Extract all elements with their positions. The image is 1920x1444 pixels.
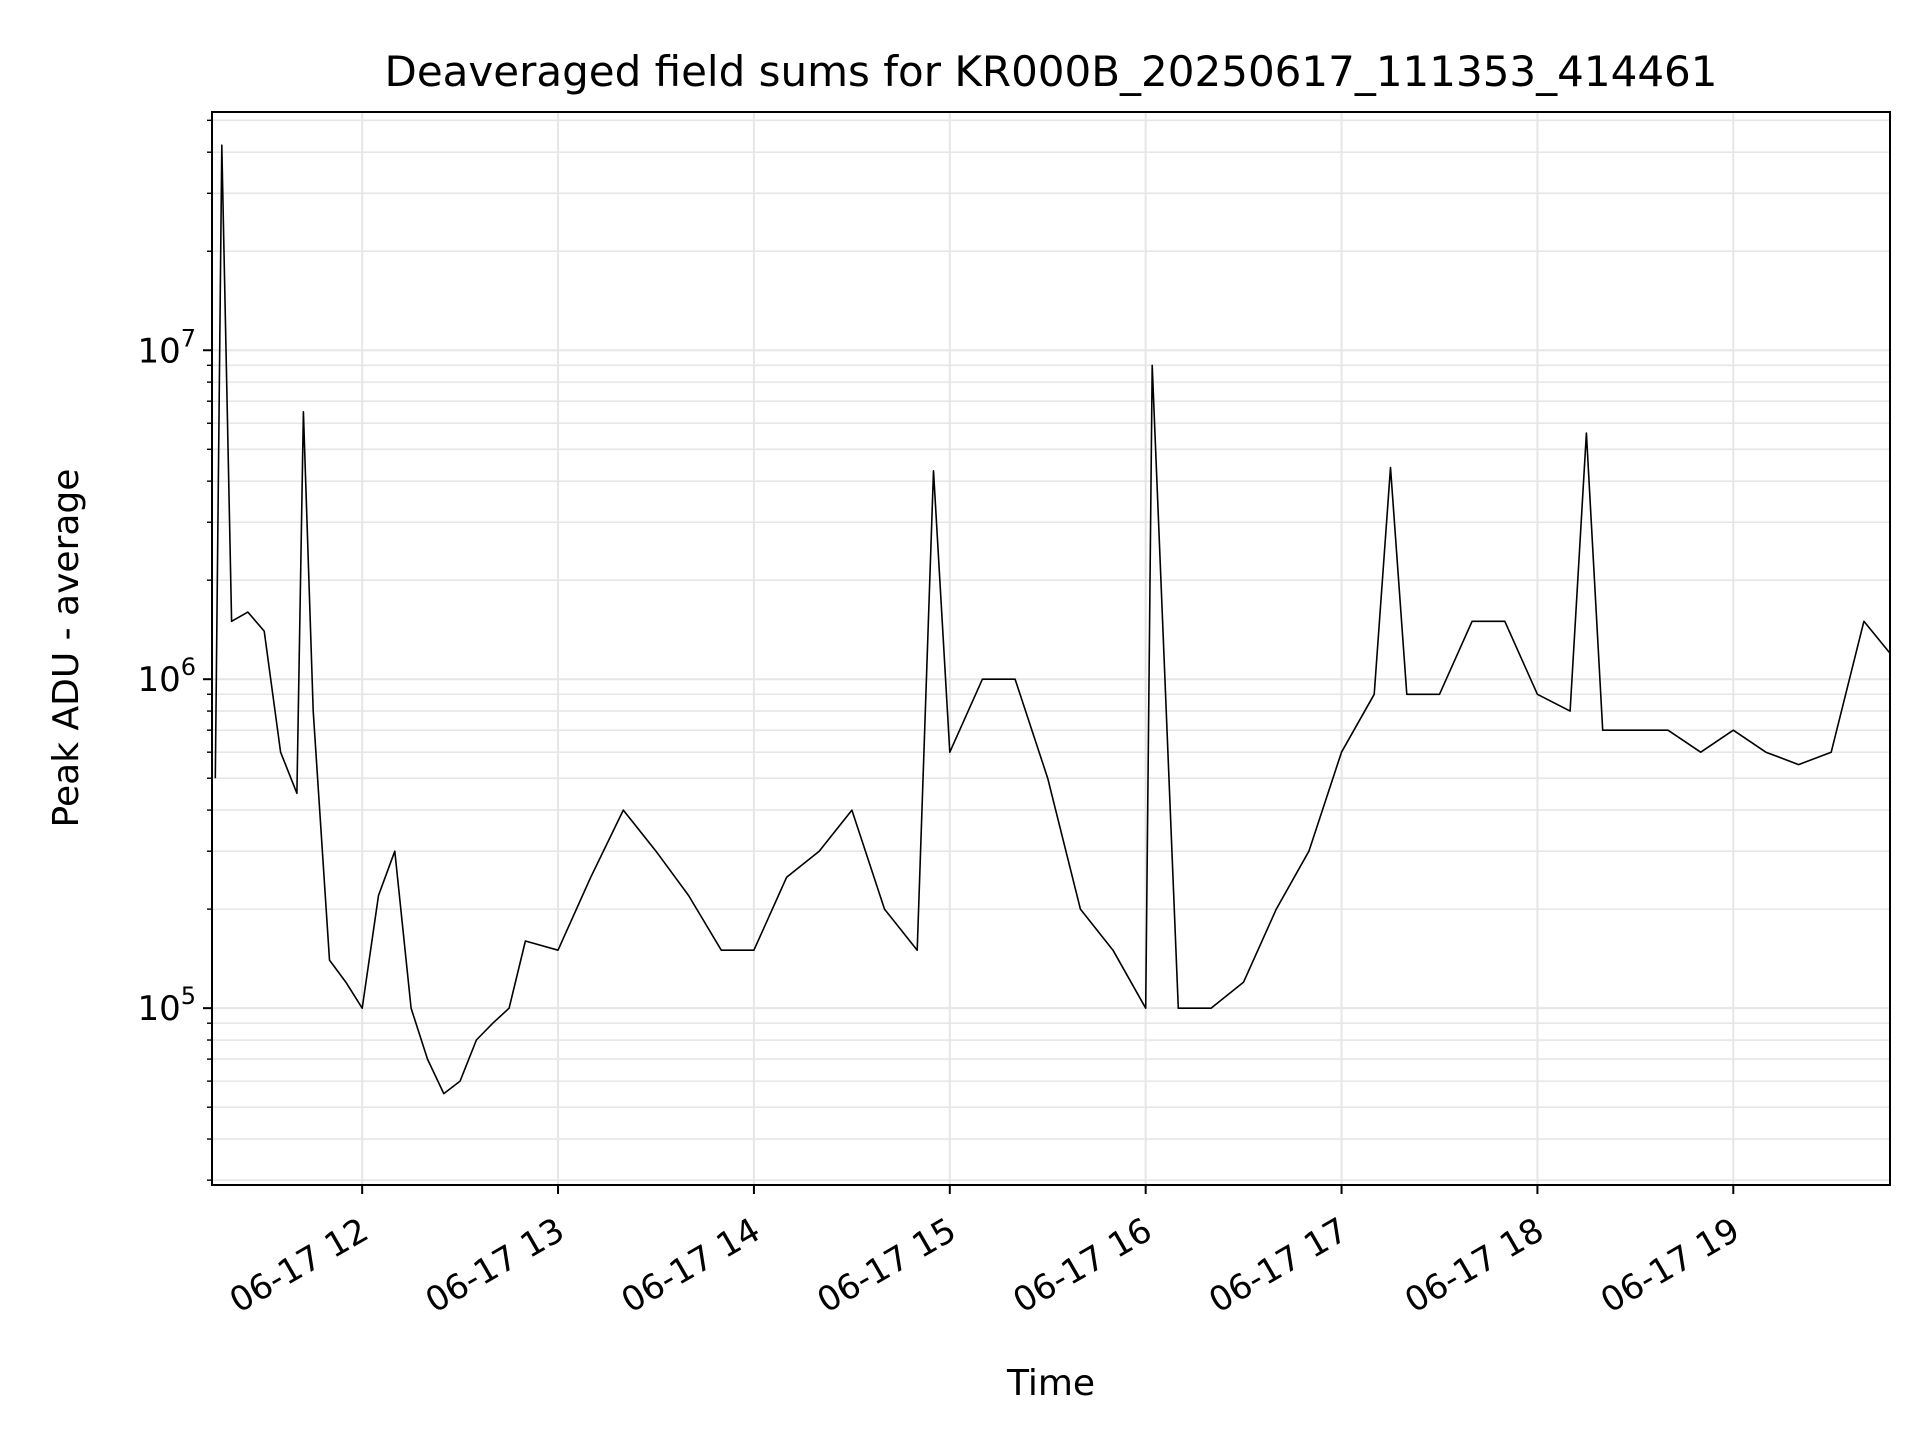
y-tick-label: 106 <box>137 653 196 700</box>
chart-title: Deaveraged field sums for KR000B_2025061… <box>385 47 1718 96</box>
series-line <box>214 144 1891 1095</box>
y-axis-label: Peak ADU - average <box>46 469 87 828</box>
plot-frame <box>211 111 1891 1186</box>
y-tick-label: 107 <box>137 324 196 371</box>
plot-layer <box>214 144 1891 1095</box>
x-axis-label: Time <box>1006 1363 1095 1404</box>
y-tick-label: 105 <box>137 982 196 1029</box>
